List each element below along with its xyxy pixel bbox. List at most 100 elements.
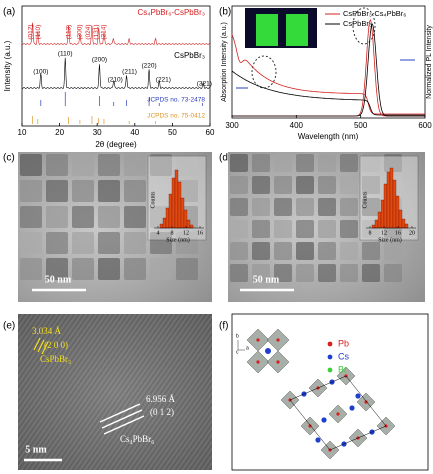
nanocube bbox=[150, 154, 172, 176]
nanocubes bbox=[20, 154, 198, 280]
legend-label: CsPbBr₃-Cs₄PbBr₆ bbox=[343, 9, 406, 18]
x-label: Wavelength (nm) bbox=[298, 132, 359, 141]
nanocube bbox=[296, 220, 314, 238]
nanocube bbox=[46, 206, 68, 228]
hist-bar bbox=[404, 223, 409, 229]
inset-y-label: Counts bbox=[362, 191, 368, 209]
atom-cs bbox=[265, 348, 271, 354]
peak-label: (113) bbox=[65, 25, 72, 40]
peak-label: (200) bbox=[92, 57, 107, 64]
nanocube bbox=[252, 198, 270, 216]
hist-bar bbox=[186, 219, 191, 229]
nanocube bbox=[20, 154, 42, 176]
x-tick-label: 400 bbox=[290, 121, 304, 130]
nanocube bbox=[176, 258, 198, 280]
nanocube bbox=[150, 232, 172, 254]
nanocube bbox=[20, 232, 42, 254]
axes-a bbox=[21, 5, 211, 127]
nanocube bbox=[72, 180, 94, 202]
inset-tick-label: 16 bbox=[395, 230, 401, 236]
x-tick-label: 50 bbox=[168, 128, 177, 137]
nanocube bbox=[296, 242, 314, 260]
hist-bar bbox=[392, 179, 397, 229]
atom-pb bbox=[276, 338, 280, 342]
hist-bar bbox=[183, 209, 188, 229]
hist-bar bbox=[380, 199, 385, 229]
atom-cs bbox=[355, 393, 361, 399]
nanocube bbox=[274, 176, 292, 194]
scale-text: 5 nm bbox=[25, 444, 47, 455]
peak-label: (221) bbox=[156, 77, 171, 84]
legend-marker bbox=[327, 341, 333, 347]
nanocube bbox=[318, 242, 336, 260]
fringe-marks bbox=[33, 337, 49, 355]
nanocube bbox=[340, 176, 358, 194]
nanocube bbox=[46, 258, 68, 280]
nanocube bbox=[46, 232, 68, 254]
phase: CsPbBr₃ bbox=[40, 354, 71, 364]
peak-label: (131) bbox=[93, 24, 100, 39]
xrd-curve bbox=[21, 57, 210, 89]
d-spacing: 6.956 Å bbox=[146, 394, 176, 404]
nanocube bbox=[296, 264, 314, 282]
legend: Pb Cs Br bbox=[327, 338, 349, 374]
nanocube bbox=[340, 242, 358, 260]
hist-bar bbox=[395, 195, 400, 229]
nanocube bbox=[124, 232, 146, 254]
nanocube bbox=[124, 154, 146, 176]
x-tick-label: 500 bbox=[354, 121, 368, 130]
phase: Cs₄PbBr₆ bbox=[120, 434, 154, 444]
hist-bar bbox=[168, 193, 173, 229]
reference-name: JCPDS no. 73-2478 bbox=[147, 97, 205, 104]
panel-label: (f) bbox=[219, 321, 228, 332]
inset-tick-label: 8 bbox=[369, 230, 372, 236]
atom-pb bbox=[364, 400, 368, 404]
atom-pb bbox=[336, 412, 340, 416]
legend-marker bbox=[327, 354, 333, 360]
nanocube bbox=[340, 220, 358, 238]
inset-tick-label: 16 bbox=[197, 230, 203, 236]
nanocube bbox=[274, 198, 292, 216]
nanocube bbox=[46, 154, 68, 176]
x-tick-label: 20 bbox=[55, 128, 64, 137]
hist-bar bbox=[174, 169, 179, 229]
inset-tick-label: 20 bbox=[409, 230, 415, 236]
nanocube bbox=[318, 154, 336, 172]
fringe-marks bbox=[99, 403, 145, 435]
plane: (0 1 2) bbox=[150, 407, 174, 417]
series-name: CsPbBr₃ bbox=[174, 51, 205, 60]
nanocube bbox=[98, 154, 120, 176]
spectrum bbox=[231, 34, 425, 115]
nanocube bbox=[318, 198, 336, 216]
hist-bar bbox=[189, 224, 194, 229]
peak-label: (110) bbox=[58, 51, 73, 58]
nanocube bbox=[362, 176, 380, 194]
axis-letter: c bbox=[236, 349, 239, 355]
nanocube bbox=[176, 232, 198, 254]
nanocube bbox=[20, 206, 42, 228]
nanocube bbox=[362, 198, 380, 216]
peak-label: (220) bbox=[141, 63, 156, 70]
crystal-structure bbox=[246, 328, 396, 460]
nanocube bbox=[384, 242, 402, 260]
nanocube bbox=[20, 258, 42, 280]
axes-b bbox=[231, 5, 426, 119]
atom-pb bbox=[256, 338, 260, 342]
nanocube bbox=[230, 198, 248, 216]
nanocube bbox=[46, 180, 68, 202]
scale-text: 50 nm bbox=[45, 274, 72, 285]
nanocube bbox=[340, 154, 358, 172]
hist-bar bbox=[398, 209, 403, 229]
hist-bar bbox=[159, 223, 164, 229]
nanocube bbox=[318, 176, 336, 194]
nanocube bbox=[230, 264, 248, 282]
nanocube bbox=[230, 176, 248, 194]
nanocube bbox=[176, 154, 198, 176]
hist-bar bbox=[165, 207, 170, 229]
nanocube bbox=[252, 242, 270, 260]
atom-pb bbox=[308, 424, 312, 428]
nanocube bbox=[72, 154, 94, 176]
spectrum bbox=[231, 70, 425, 116]
nanocube bbox=[72, 258, 94, 280]
series-name: Cs₄PbBr₆-CsPbBr₃ bbox=[137, 8, 205, 17]
